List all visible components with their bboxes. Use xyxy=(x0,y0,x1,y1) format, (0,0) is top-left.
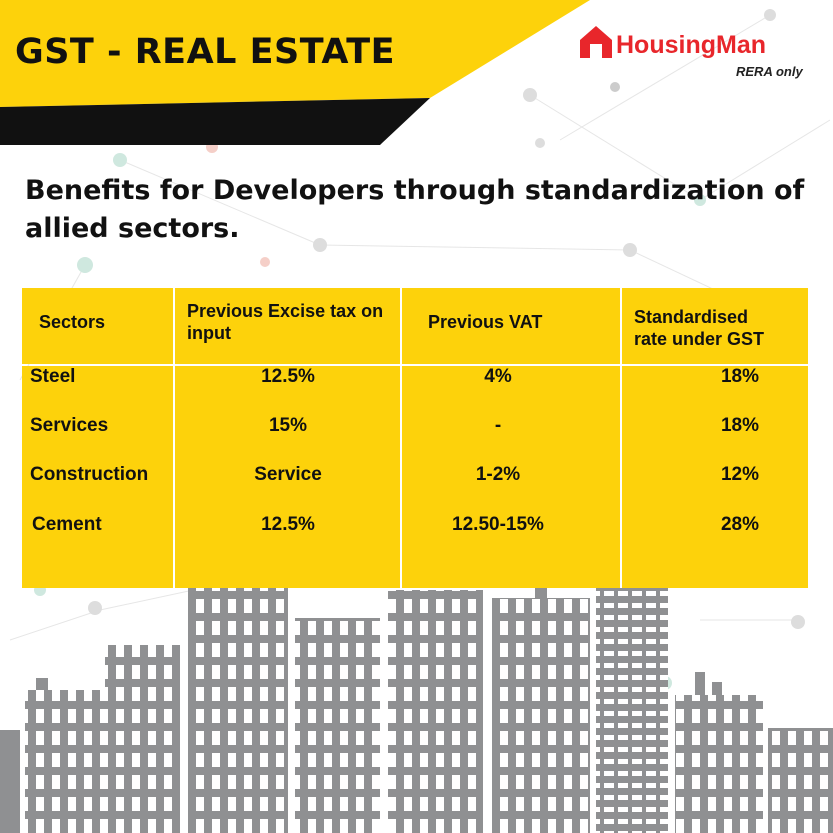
row-label: Construction xyxy=(30,464,149,485)
header-cell: Previous Excise tax on input xyxy=(175,288,400,364)
cell-value: 18% xyxy=(720,415,760,436)
cell-value: 12.5% xyxy=(261,366,315,387)
body-cell xyxy=(22,366,173,588)
row-label: Cement xyxy=(32,514,102,535)
cell-value: 12.5% xyxy=(261,514,315,535)
skyline xyxy=(0,588,833,833)
row-label: Steel xyxy=(30,366,76,387)
cell-value: Service xyxy=(254,464,322,485)
tagline: RERA only xyxy=(736,64,803,79)
table: Sectors Previous Excise tax on input Previ… xyxy=(22,288,808,588)
row-label: Services xyxy=(30,415,109,436)
heading: Benefits for Developers through standard… xyxy=(25,175,805,244)
header-text: Sectors xyxy=(39,312,106,332)
brand: HousingMan xyxy=(616,31,766,59)
cell-value: 12.50-15% xyxy=(452,514,544,535)
cell-value: 1-2% xyxy=(475,464,521,485)
title-strip xyxy=(0,98,430,145)
cell-value: 15% xyxy=(268,415,308,436)
header-cell: Sectors xyxy=(22,288,173,364)
logo-icon xyxy=(580,26,612,58)
title: GST - REAL ESTATE xyxy=(15,32,396,72)
header-cell: Standardised rate under GST xyxy=(622,288,808,364)
cell-value: - xyxy=(494,415,502,436)
cell-value: 4% xyxy=(484,366,512,387)
cell-value: 18% xyxy=(720,366,760,387)
header-cell: Previous VAT xyxy=(402,288,620,364)
header-text: Previous VAT xyxy=(428,312,543,332)
title-banner xyxy=(0,0,590,107)
cell-value: 12% xyxy=(720,464,760,485)
header-text: Standardised rate under GST xyxy=(634,307,765,349)
body-cell xyxy=(622,366,808,588)
body-cell xyxy=(175,366,400,588)
cell-value: 28% xyxy=(720,514,760,535)
body-cell xyxy=(402,366,620,588)
header-text: Previous Excise tax on input xyxy=(187,301,384,343)
